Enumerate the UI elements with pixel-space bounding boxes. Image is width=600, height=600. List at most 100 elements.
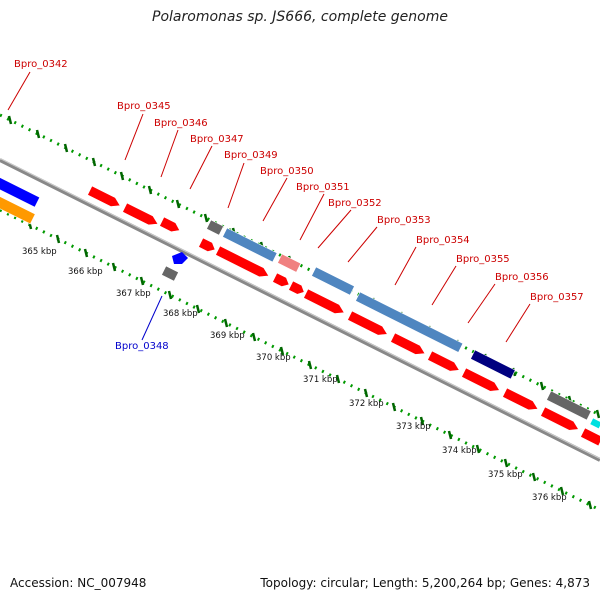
outer-tick — [539, 381, 545, 391]
gene-red[interactable] — [461, 367, 502, 395]
gene-red[interactable] — [303, 288, 347, 317]
outer-tick — [203, 213, 209, 223]
gene-red[interactable] — [122, 202, 161, 228]
gene-gray[interactable] — [206, 219, 224, 236]
gene-red[interactable] — [272, 272, 292, 289]
gene-pink[interactable] — [277, 253, 302, 273]
leader-line — [124, 113, 144, 161]
leader-line — [394, 246, 417, 286]
inner-tick — [307, 360, 313, 370]
leader-line — [160, 129, 179, 178]
gene-label[interactable]: Bpro_0347 — [190, 134, 244, 145]
gene-label[interactable]: Bpro_0350 — [260, 166, 314, 177]
inner-tick — [55, 234, 61, 244]
inner-tick — [279, 346, 285, 356]
gene-label[interactable]: Bpro_0342 — [14, 59, 68, 70]
gene-label[interactable]: Bpro_0351 — [296, 182, 350, 193]
genome-backbone — [0, 158, 600, 462]
gene-steelblue[interactable] — [222, 227, 278, 263]
leader-line — [299, 193, 325, 241]
outer-tick — [7, 115, 13, 125]
outer-tick — [595, 409, 600, 419]
inner-tick — [503, 458, 509, 468]
gene-blue-small[interactable] — [172, 252, 188, 264]
leader-line — [467, 283, 496, 324]
inner-tick — [587, 500, 593, 510]
gene-label-lines[interactable]: Bpro_0342 Bpro_0345 Bpro_0346 Bpro_0347 Bpro… — [7, 59, 584, 352]
leader-line — [227, 162, 245, 209]
inner-tick — [335, 374, 341, 384]
gene-label[interactable]: Bpro_0353 — [377, 215, 431, 226]
gene-label[interactable]: Bpro_0357 — [530, 292, 584, 303]
gene-steelblue[interactable] — [311, 266, 355, 296]
inner-tick — [531, 472, 537, 482]
gene-label[interactable]: Bpro_0348 — [115, 341, 169, 352]
leader-line — [262, 177, 288, 222]
inner-tick — [559, 486, 565, 496]
inner-tick — [391, 402, 397, 412]
gene-red[interactable] — [198, 237, 218, 254]
gene-orange[interactable] — [0, 193, 36, 225]
kbp-label: 372 kbp — [349, 399, 384, 409]
gene-cyan[interactable] — [589, 417, 600, 430]
gene-red[interactable] — [540, 406, 581, 434]
gene-red[interactable] — [288, 280, 307, 297]
inner-tick — [111, 262, 117, 272]
gene-label[interactable]: Bpro_0354 — [416, 235, 470, 246]
kbp-label: 366 kbp — [68, 267, 103, 277]
gene-red[interactable] — [390, 332, 428, 358]
backbone-highlight — [0, 158, 600, 459]
leader-line — [141, 295, 163, 341]
accession-text: Accession: NC_007948 — [10, 576, 147, 590]
gene-red[interactable] — [215, 245, 271, 280]
inner-tick — [83, 248, 89, 258]
gene-label[interactable]: Bpro_0355 — [456, 254, 510, 265]
leader-line — [317, 209, 352, 249]
inner-ruler — [0, 208, 600, 512]
gene-label[interactable]: Bpro_0356 — [495, 272, 549, 283]
kbp-label: 368 kbp — [163, 309, 198, 319]
leader-line — [431, 265, 457, 306]
inner-tick — [475, 444, 481, 454]
gene-red[interactable] — [502, 387, 541, 413]
outer-tick — [91, 157, 97, 167]
outer-tick — [35, 129, 41, 139]
inner-tick — [167, 290, 173, 300]
gene-features[interactable] — [0, 174, 600, 447]
outer-tick — [63, 143, 69, 153]
gene-gray-small[interactable] — [161, 265, 179, 282]
leader-line — [7, 71, 31, 111]
inner-tick — [251, 332, 257, 342]
gene-steelblue[interactable] — [355, 291, 464, 353]
gene-red[interactable] — [159, 216, 182, 235]
gene-label[interactable]: Bpro_0345 — [117, 101, 171, 112]
inner-tick — [195, 304, 201, 314]
gene-label[interactable]: Bpro_0349 — [224, 150, 278, 161]
gene-blue[interactable] — [0, 174, 41, 208]
gene-red[interactable] — [87, 185, 123, 210]
gene-navy[interactable] — [470, 349, 516, 380]
gene-red[interactable] — [580, 427, 600, 447]
gene-label[interactable]: Bpro_0346 — [154, 118, 208, 129]
kbp-label: 371 kbp — [303, 375, 338, 385]
topology-text: Topology: circular; Length: 5,200,264 bp… — [260, 576, 590, 590]
kbp-label: 376 kbp — [532, 493, 567, 503]
map-title: Polaromonas sp. JS666, complete genome — [152, 9, 448, 25]
gene-red[interactable] — [347, 310, 390, 339]
kbp-label: 370 kbp — [256, 353, 291, 363]
inner-tick — [223, 318, 229, 328]
inner-tick — [363, 388, 369, 398]
inner-tick — [447, 430, 453, 440]
leader-line — [505, 303, 531, 343]
kbp-label: 365 kbp — [22, 247, 57, 257]
leader-line — [347, 226, 378, 263]
outer-tick — [147, 185, 153, 195]
outer-tick — [175, 199, 181, 209]
gene-label[interactable]: Bpro_0352 — [328, 198, 382, 209]
outer-tick — [119, 171, 125, 181]
inner-tick — [419, 416, 425, 426]
inner-tick — [139, 276, 145, 286]
gene-red[interactable] — [427, 350, 462, 375]
gene-gray[interactable] — [546, 390, 592, 421]
